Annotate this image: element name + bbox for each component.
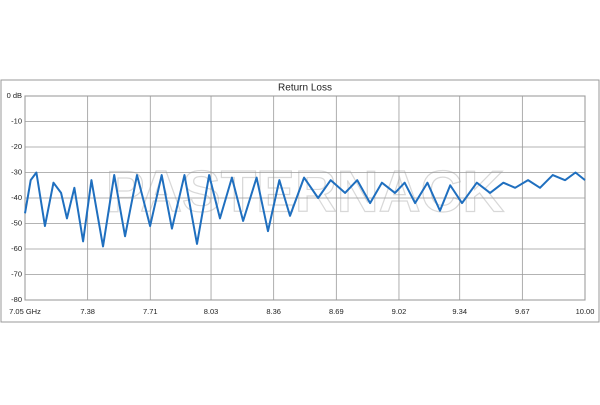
y-tick-label: -40: [11, 193, 22, 202]
y-tick-label: 0 dB: [7, 91, 22, 100]
y-tick-label: -80: [11, 295, 22, 304]
y-tick-label: -70: [11, 269, 22, 278]
line-series: [24, 171, 586, 248]
y-tick-label: -10: [11, 116, 22, 125]
chart-title: Return Loss: [278, 83, 332, 94]
y-tick-label: -30: [11, 167, 22, 176]
x-tick-label: 7.71: [143, 307, 158, 316]
y-tick-label: -50: [11, 218, 22, 227]
x-tick-label: 9.34: [452, 307, 467, 316]
x-tick-label: 7.05 GHz: [9, 307, 41, 316]
y-tick-label: -20: [11, 142, 22, 151]
x-tick-label: 9.02: [392, 307, 407, 316]
x-tick-label: 8.36: [266, 307, 281, 316]
watermark: PASTERNACK: [106, 159, 505, 224]
x-tick-label: 8.69: [329, 307, 344, 316]
x-tick-label: 8.03: [204, 307, 219, 316]
y-tick-label: -60: [11, 244, 22, 253]
x-tick-label: 10.00: [576, 307, 595, 316]
x-tick-label: 9.67: [515, 307, 530, 316]
x-tick-label: 7.38: [80, 307, 95, 316]
